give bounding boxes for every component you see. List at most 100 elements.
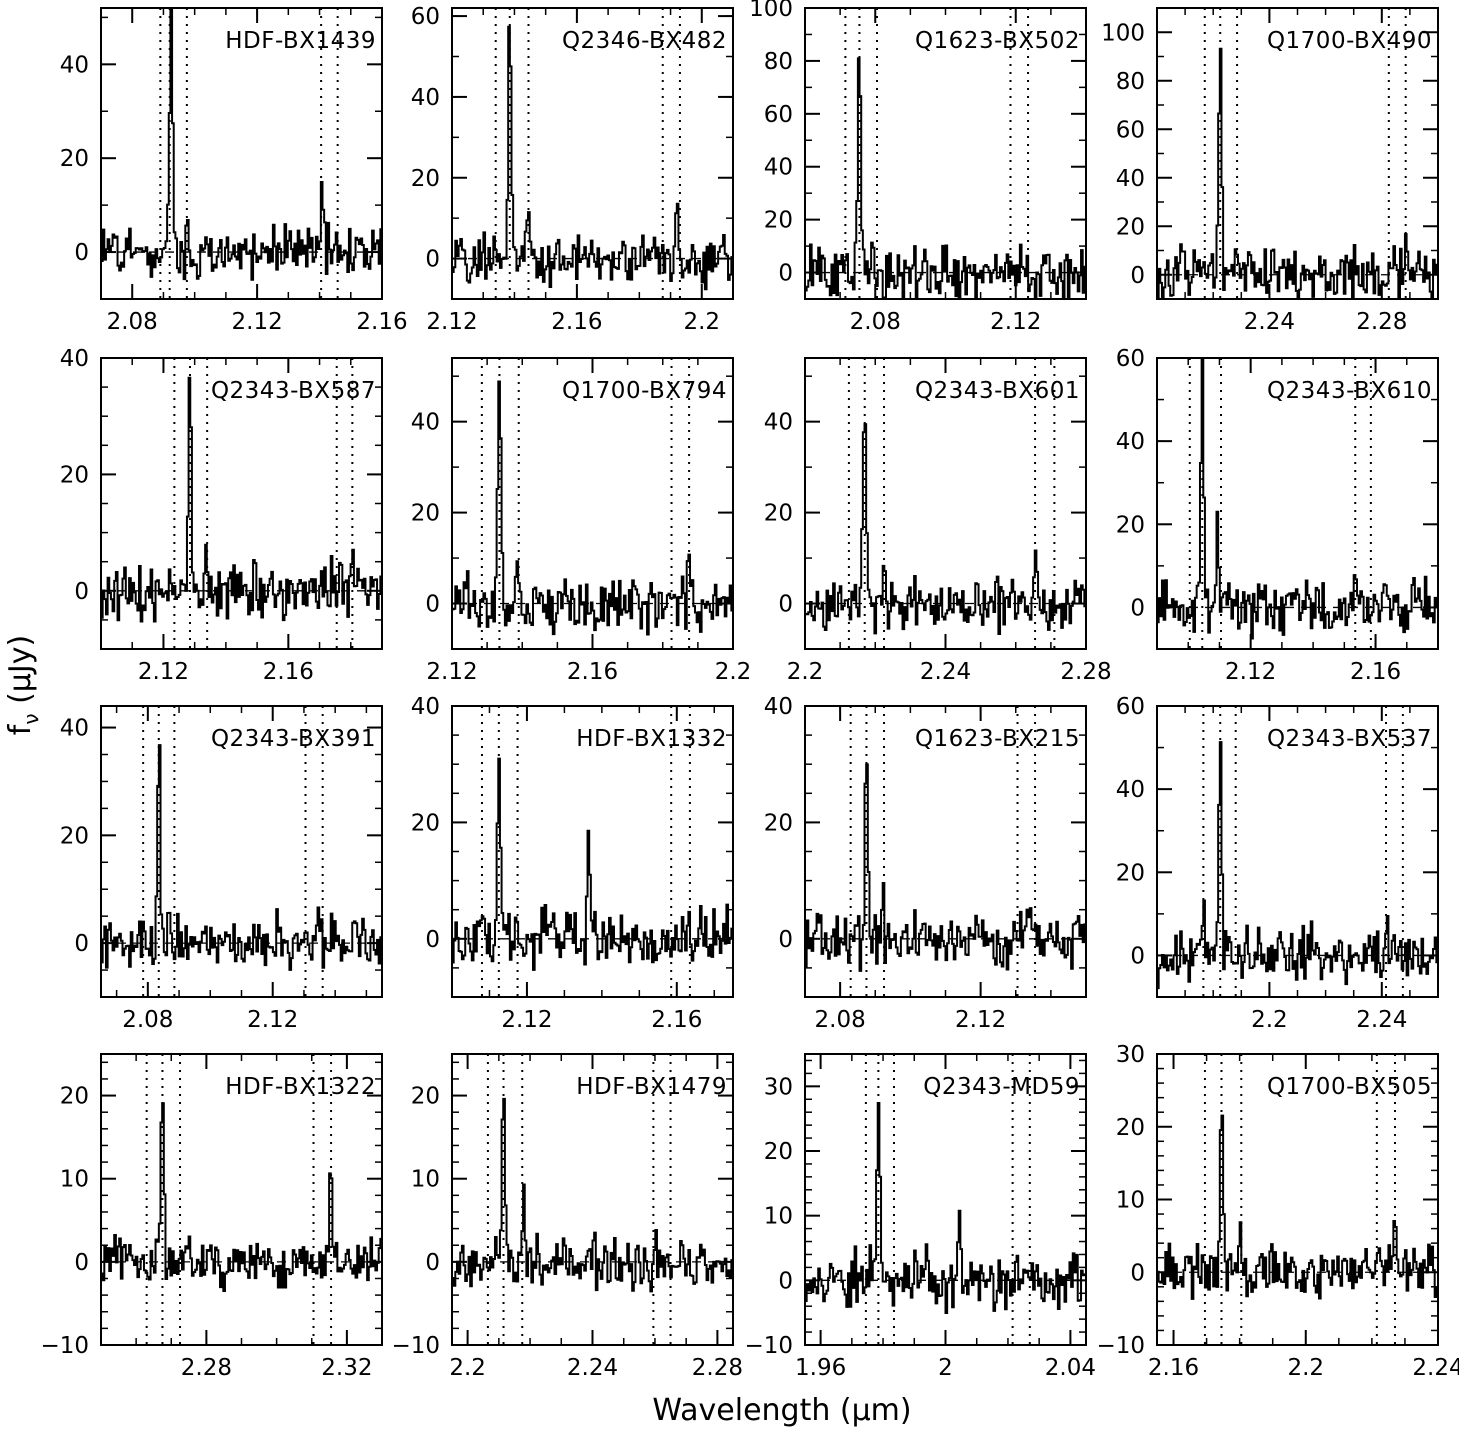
y-tick-label: 0	[778, 261, 793, 287]
spectrum-panel: 2.2 2.24 0 20 40 60 Q2343-BX537	[1116, 694, 1439, 1033]
y-tick-label: 10	[60, 1167, 89, 1193]
x-tick-label: 2.2	[1287, 1355, 1324, 1381]
y-tick-label: 20	[764, 208, 793, 234]
spectrum-panel: 2.28 2.32 −10 0 10 20 HDF-BX1322	[40, 1053, 383, 1381]
x-tick-label: 2.28	[181, 1355, 232, 1381]
x-tick-label: 2.04	[1045, 1355, 1096, 1381]
x-tick-label: 2.12	[138, 659, 189, 685]
panel-title: Q1700-BX505	[1267, 1074, 1432, 1100]
spectrum-panel: 2.12 2.16 0 20 40 60 Q2343-BX610	[1116, 346, 1439, 685]
spectrum-line	[805, 763, 1086, 972]
x-tick-label: 2.24	[1356, 1007, 1407, 1033]
x-tick-label: 2.16	[1148, 1355, 1199, 1381]
panel-title: Q1700-BX794	[562, 378, 727, 404]
x-tick-label: 2.2	[715, 659, 752, 685]
y-tick-label: 20	[1116, 512, 1145, 538]
panel-title: Q2343-BX601	[915, 378, 1080, 404]
spectrum-panel: 2.2 2.24 2.28 0 20 40 Q2343-BX601	[764, 357, 1112, 685]
x-tick-label: 2.28	[1356, 309, 1407, 335]
spectrum-line	[805, 423, 1086, 636]
x-tick-label: 2.24	[920, 659, 971, 685]
spectrum-panel: 2.2 2.24 2.28 −10 0 10 20 HDF-BX1479	[391, 1053, 743, 1381]
spectrum-panel: 2.12 2.16 2.2 0 20 40 Q1700-BX794	[411, 357, 752, 685]
y-tick-label: 0	[425, 247, 440, 273]
spectrum-line	[452, 1097, 733, 1293]
x-tick-label: 2.12	[426, 309, 477, 335]
y-tick-label: 0	[425, 1250, 440, 1276]
y-tick-label: 0	[74, 240, 89, 266]
y-tick-label: 40	[1116, 777, 1145, 803]
y-tick-label: 40	[1116, 429, 1145, 455]
y-tick-label: 10	[411, 1167, 440, 1193]
spectrum-panel: 2.08 2.12 0 20 40 Q2343-BX391	[60, 705, 383, 1033]
y-tick-label: 20	[60, 823, 89, 849]
panel-title: Q1623-BX215	[915, 726, 1080, 752]
y-tick-label: 0	[425, 592, 440, 618]
y-axis-title-f: f	[3, 723, 38, 735]
spectrum-panel: 2.12 2.16 2.2 0 20 40 60 Q2346-BX482	[411, 4, 734, 335]
x-tick-label: 2.28	[1060, 659, 1111, 685]
y-tick-label: 60	[1116, 117, 1145, 143]
panel-frame	[100, 7, 383, 300]
y-tick-label: 20	[411, 501, 440, 527]
y-tick-label: 100	[749, 0, 793, 22]
y-tick-label: 30	[1116, 1042, 1145, 1068]
x-tick-label: 2.12	[501, 1007, 552, 1033]
panel-title: Q2343-BX610	[1267, 378, 1432, 404]
y-tick-label: 40	[764, 410, 793, 436]
spectrum-line	[452, 380, 733, 636]
x-tick-label: 2.12	[955, 1007, 1006, 1033]
x-tick-label: 1.96	[795, 1355, 846, 1381]
y-tick-label: 20	[411, 166, 440, 192]
spectrum-panel: 2.16 2.2 2.24 −10 0 10 20 30 Q1700-BX505	[1096, 1042, 1459, 1381]
x-tick-label: 2.2	[1251, 1007, 1288, 1033]
y-tick-label: 0	[1130, 263, 1145, 289]
x-tick-label: 2.12	[426, 659, 477, 685]
y-tick-label: 40	[60, 716, 89, 742]
y-tick-label: 80	[764, 49, 793, 75]
y-tick-label: 40	[1116, 166, 1145, 192]
y-tick-label: 10	[764, 1204, 793, 1230]
y-tick-label: 20	[764, 501, 793, 527]
y-tick-label: 40	[411, 85, 440, 111]
svg-text:fν (μJy): fν (μJy)	[3, 635, 43, 735]
x-tick-label: 2.08	[850, 309, 901, 335]
spectrum-line	[805, 57, 1086, 299]
y-tick-label: 0	[74, 931, 89, 957]
y-tick-label: 0	[425, 927, 440, 953]
panel-title: Q2343-BX391	[211, 726, 376, 752]
x-tick-label: 2.16	[356, 309, 407, 335]
spectrum-panel: 2.08 2.12 0 20 40 60 80 100 Q1623-BX502	[749, 0, 1087, 335]
x-tick-label: 2.08	[815, 1007, 866, 1033]
x-tick-label: 2.16	[1350, 659, 1401, 685]
spectrum-line	[101, 744, 382, 971]
y-tick-label: 0	[74, 579, 89, 605]
spectrum-panel: 2.12 2.16 0 20 40 Q2343-BX587	[60, 346, 383, 685]
panel-title: HDF-BX1322	[225, 1074, 376, 1100]
y-tick-label: 20	[1116, 1115, 1145, 1141]
panel-frame	[1156, 357, 1439, 650]
y-tick-label: 60	[1116, 694, 1145, 720]
y-tick-label: 100	[1101, 20, 1145, 46]
y-tick-label: 20	[411, 810, 440, 836]
spectrum-panel: 2.08 2.12 2.16 0 20 40 HDF-BX1439	[60, 7, 408, 335]
y-tick-label: 20	[60, 1084, 89, 1110]
spectrum-line	[1157, 47, 1438, 299]
x-tick-label: 2.08	[107, 309, 158, 335]
y-tick-label: 60	[1116, 346, 1145, 372]
y-tick-label: 0	[1130, 1260, 1145, 1286]
spectrum-line	[1157, 741, 1438, 990]
x-tick-label: 2.16	[263, 659, 314, 685]
x-tick-label: 2.12	[247, 1007, 298, 1033]
panel-title: Q1623-BX502	[915, 28, 1080, 54]
y-tick-label: 40	[411, 410, 440, 436]
y-tick-label: 10	[1116, 1188, 1145, 1214]
x-tick-label: 2	[938, 1355, 953, 1381]
y-tick-label: 0	[74, 1250, 89, 1276]
x-tick-label: 2.16	[651, 1007, 702, 1033]
y-tick-label: 20	[1116, 214, 1145, 240]
spectrum-panel: 2.08 2.12 0 20 40 Q1623-BX215	[764, 694, 1087, 1033]
y-tick-label: 40	[60, 52, 89, 78]
x-tick-label: 2.24	[1244, 309, 1295, 335]
